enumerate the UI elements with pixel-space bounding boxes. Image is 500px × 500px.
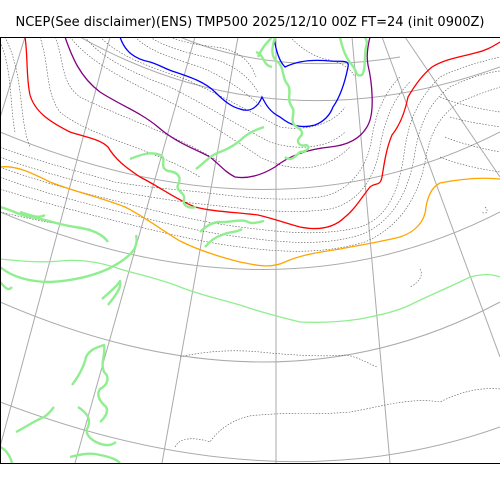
contour-line <box>99 37 346 129</box>
coastline-land-b <box>129 152 197 209</box>
coastlines <box>0 37 369 463</box>
meridian-line <box>0 37 111 448</box>
graticule-parallels <box>0 37 500 463</box>
coastline-land-a <box>338 37 369 77</box>
coastline-land-l <box>77 406 117 447</box>
contour-line <box>174 388 500 448</box>
coastline-land-k <box>71 343 109 423</box>
contour-line <box>54 37 221 163</box>
meridian-line <box>381 37 500 358</box>
parallel-line <box>0 401 500 463</box>
coastline-land-m <box>15 406 55 434</box>
map-canvas <box>0 37 500 463</box>
coastline-land-n <box>69 452 121 463</box>
contour-line <box>444 136 500 153</box>
contour-line <box>289 37 356 78</box>
coastline-land-f <box>0 205 109 243</box>
parallel-line <box>0 211 500 270</box>
coastline-land-o <box>0 445 14 463</box>
coastline-land-g <box>19 210 46 218</box>
contour-line <box>69 37 351 169</box>
contour-blue <box>119 37 349 128</box>
parallel-line <box>0 131 500 190</box>
coastline-north-island-2 <box>255 50 273 69</box>
contour-light-green <box>0 258 500 324</box>
parallel-line <box>179 37 401 65</box>
contour-line <box>169 37 257 78</box>
coastline-land-i <box>0 281 13 291</box>
parallel-line <box>0 301 500 363</box>
contour-line <box>39 37 201 178</box>
contour-line <box>0 41 16 133</box>
contour-line <box>0 86 500 252</box>
contour-line <box>439 156 500 173</box>
contour-line <box>0 70 500 243</box>
contour-red <box>24 37 500 230</box>
contour-orange <box>0 166 500 267</box>
contour-line <box>0 76 401 200</box>
contour-line <box>179 350 379 368</box>
contour-line <box>439 96 500 113</box>
coastline-land-j <box>101 279 122 306</box>
contour-line <box>0 56 500 234</box>
meridian-line <box>0 37 26 120</box>
contour-purple <box>64 37 373 179</box>
contour-line <box>409 268 422 288</box>
parallel-line <box>79 37 500 102</box>
map-title: NCEP(See disclaimer)(ENS) TMP500 2025/12… <box>15 15 485 30</box>
contour-line <box>134 37 263 108</box>
temperature-contours <box>0 37 500 448</box>
contour-line <box>481 206 488 214</box>
meridian-line <box>351 37 391 463</box>
coastline-land-d <box>199 219 265 233</box>
coastline-land-e <box>204 227 243 248</box>
coastline-land-c <box>195 125 265 170</box>
contour-line <box>0 81 411 212</box>
graticule-meridians <box>0 37 500 463</box>
meridian-line <box>404 37 500 178</box>
contour-line <box>4 37 31 148</box>
contour-line <box>449 116 500 128</box>
coastline-land-h <box>0 234 138 284</box>
